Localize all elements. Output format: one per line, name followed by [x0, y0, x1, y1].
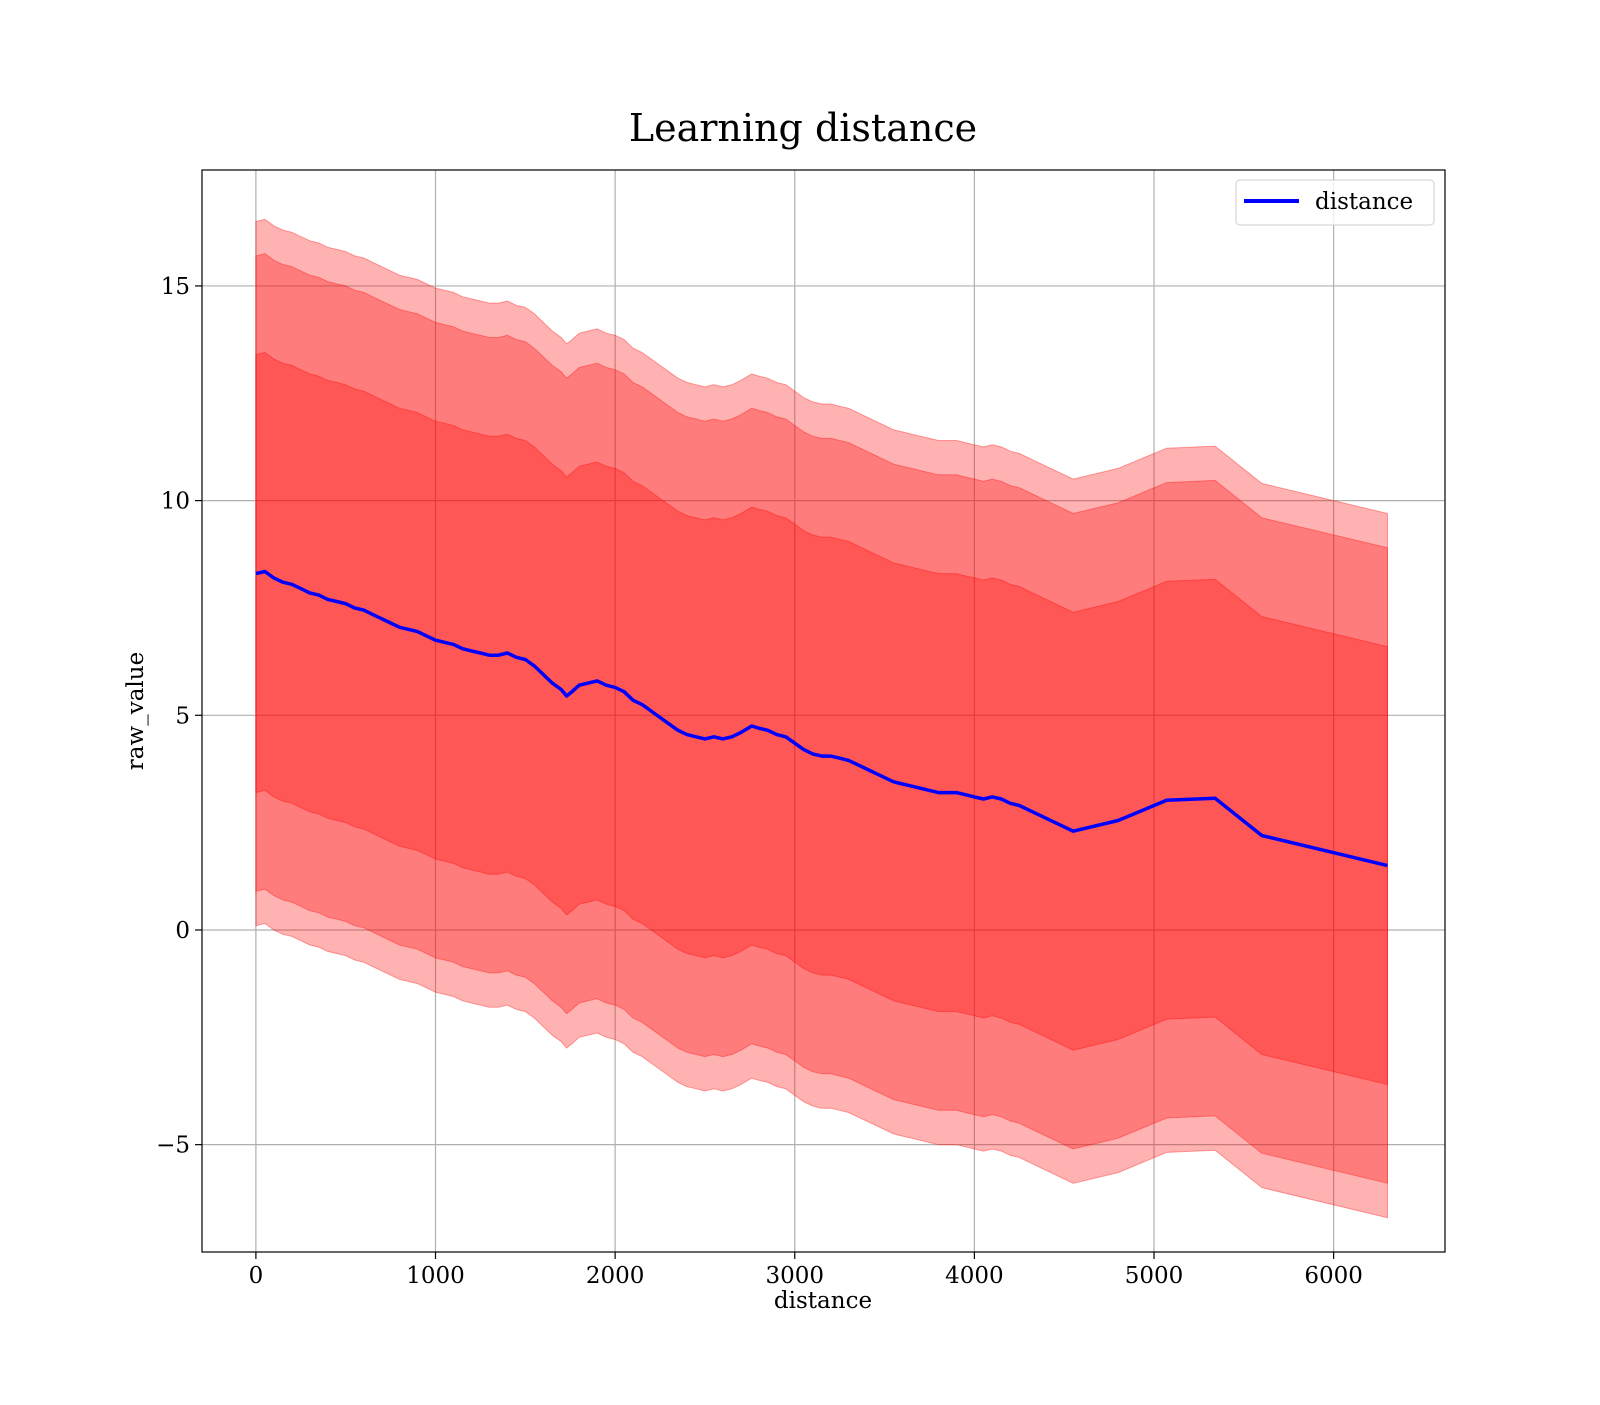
x-axis-label: distance: [774, 1288, 872, 1314]
confidence-band-1-sigma: [255, 351, 1388, 1086]
y-tick-label: 0: [175, 918, 190, 944]
grid: [202, 170, 1445, 1252]
chart-title: Learning distance: [629, 106, 977, 150]
legend-label: distance: [1315, 189, 1413, 215]
x-tick-label: 2000: [586, 1263, 645, 1289]
axis-ticks: 0 1000 2000 3000 4000 5000 6000 −5 0 5 10 15: [156, 274, 1363, 1289]
y-tick-label: 10: [161, 489, 190, 515]
x-tick-label: 1000: [406, 1263, 465, 1289]
legend: distance: [1235, 179, 1435, 226]
x-tick-label: 5000: [1125, 1263, 1184, 1289]
legend-box: [1235, 179, 1435, 226]
x-tick-label: 0: [249, 1263, 264, 1289]
plot-area-frame: [201, 169, 1446, 1253]
y-tick-label: 15: [161, 274, 190, 300]
y-tick-label: −5: [156, 1133, 190, 1159]
confidence-band-2-sigma: [255, 253, 1388, 1184]
x-tick-label: 4000: [945, 1263, 1004, 1289]
data-series: [255, 569, 1388, 868]
y-axis-label: raw_value: [123, 652, 149, 770]
x-tick-label: 6000: [1304, 1263, 1363, 1289]
x-tick-label: 3000: [765, 1263, 824, 1289]
confidence-bands: [255, 218, 1388, 1219]
y-tick-label: 5: [175, 703, 190, 729]
series-line-distance: [255, 569, 1388, 868]
confidence-band-3-sigma: [255, 218, 1388, 1219]
